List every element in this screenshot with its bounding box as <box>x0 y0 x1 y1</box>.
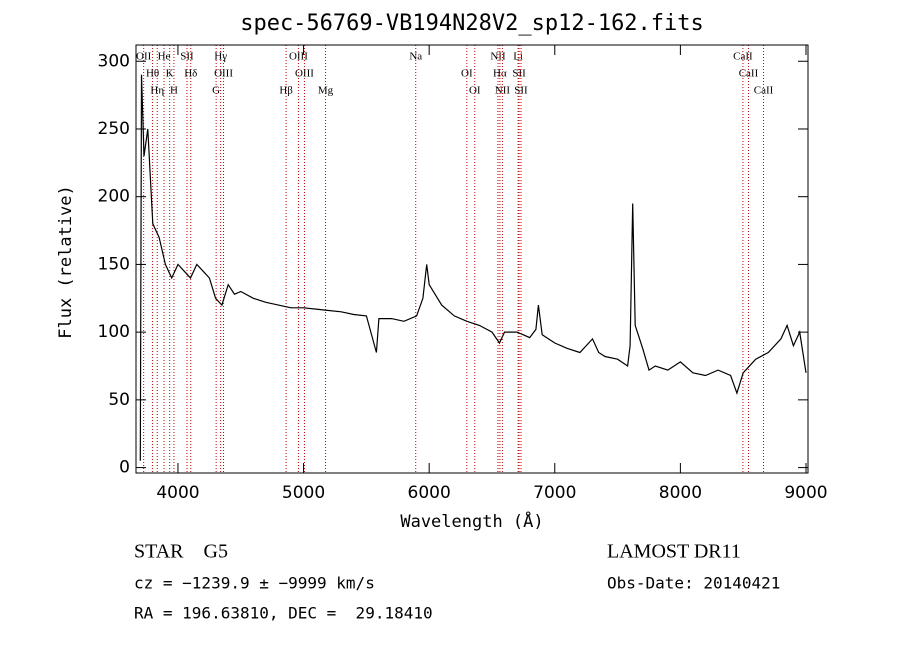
spectrum-line <box>139 74 807 461</box>
spectral-line-label: Na <box>409 51 422 63</box>
spectral-line-label: Hβ <box>279 85 293 97</box>
survey-label: LAMOST DR11 <box>607 541 741 563</box>
y-tick-label: 0 <box>119 458 130 478</box>
spectral-line-label: H <box>170 85 178 97</box>
x-tick-label: 8000 <box>659 483 702 503</box>
y-axis-label: Flux (relative) <box>56 185 76 339</box>
spectral-line-label: CaII <box>754 85 774 97</box>
spectral-line-label: Hγ <box>214 51 227 63</box>
spectral-line-label: SII <box>180 51 194 63</box>
date-label: Obs-Date: 20140421 <box>607 574 780 593</box>
class-label: STAR G5 <box>134 541 228 563</box>
cz-label: cz = −1239.9 ± −9999 km/s <box>134 574 375 593</box>
plot-frame <box>135 44 809 474</box>
x-tick-label: 9000 <box>784 483 827 503</box>
spectral-line-label: NII <box>495 85 511 97</box>
spectral-line-label: SII <box>512 68 526 80</box>
spectral-line-label: G <box>212 85 220 97</box>
spectral-line-label: CaII <box>739 68 759 80</box>
spectral-line-label: Li <box>513 51 523 63</box>
spectral-line-label: OIII <box>214 68 233 80</box>
coords-label: RA = 196.63810, DEC = 29.18410 <box>134 604 433 623</box>
spectral-line-label: K <box>166 68 174 80</box>
x-tick-label: 4000 <box>156 483 199 503</box>
spectral-line-label: CaII <box>733 51 753 63</box>
y-tick-label: 150 <box>98 254 130 274</box>
y-tick-label: 250 <box>98 119 130 139</box>
y-tick-label: 300 <box>98 51 130 71</box>
spectral-line-label: OIII <box>295 68 314 80</box>
chart-title: spec-56769-VB194N28V2_sp12-162.fits <box>240 11 704 36</box>
x-tick-label: 5000 <box>282 483 325 503</box>
y-tick-label: 200 <box>98 187 130 207</box>
spectral-line-label: Mg <box>318 85 334 97</box>
spectral-line-label: OI <box>461 68 473 80</box>
spectral-line-label: He <box>158 51 171 63</box>
spectral-line-label: Hη <box>150 85 164 97</box>
x-axis-label: Wavelength (Å) <box>400 510 543 532</box>
spectral-line-label: OIII <box>289 51 308 63</box>
y-tick-label: 100 <box>98 322 130 342</box>
spectral-line-label: Hδ <box>184 68 197 80</box>
x-tick-label: 7000 <box>533 483 576 503</box>
spectral-line-label: SII <box>514 85 528 97</box>
spectral-line-label: NII <box>490 51 506 63</box>
x-tick-label: 6000 <box>408 483 451 503</box>
spectral-line-label: Hα <box>493 68 507 80</box>
y-tick-label: 50 <box>108 390 130 410</box>
spectral-line-label: OII <box>136 51 152 63</box>
spectral-line-label: Hθ <box>146 68 159 80</box>
spectral-line-label: OI <box>469 85 481 97</box>
